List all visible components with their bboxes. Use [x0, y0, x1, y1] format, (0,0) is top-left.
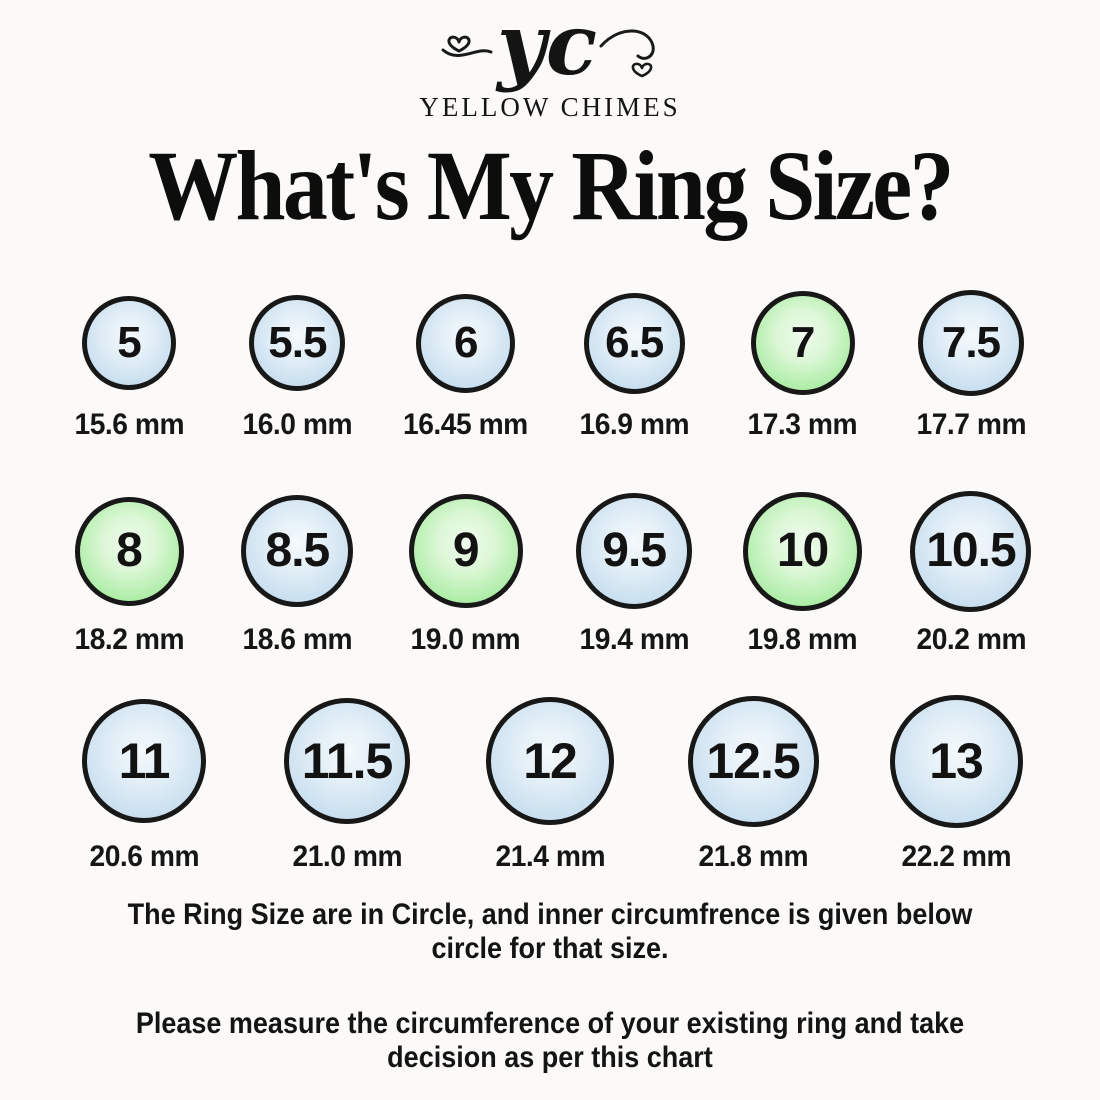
ring-circumference-label: 18.6 mm — [242, 623, 353, 656]
ring-circumference-label: 21.4 mm — [495, 840, 605, 873]
ring-size-item: 10.5 20.2 mm — [892, 488, 1050, 657]
brand-monogram: yc — [495, 2, 597, 94]
ring-size-number: 7 — [790, 318, 816, 367]
brand-header: yc YELLOW CHIMES — [0, 0, 1100, 123]
ring-size-item: 11.5 21.0 mm — [253, 691, 441, 874]
ring-size-number: 11.5 — [301, 733, 394, 789]
ring-size-grid: 5 15.6 mm 5.5 16.0 mm 6 16.45 mm 6.5 16.9 mm 7 17… — [50, 287, 1050, 874]
ring-circumference-label: 17.7 mm — [916, 408, 1026, 441]
ring-circumference-label: 19.8 mm — [747, 623, 858, 656]
ring-size-number: 6 — [454, 318, 479, 367]
page-title: What's My Ring Size? — [148, 130, 954, 241]
left-swash-icon — [441, 48, 493, 57]
ring-size-item: 10 19.8 mm — [724, 488, 882, 657]
ring-circumference-label: 19.4 mm — [579, 623, 689, 656]
ring-circumference-label: 17.3 mm — [747, 408, 858, 441]
brand-name: YELLOW CHIMES — [419, 92, 681, 122]
note-circle-explanation: The Ring Size are in Circle, and inner c… — [127, 898, 973, 965]
ring-size-number: 7.5 — [941, 318, 1001, 367]
ring-circle: 11 — [82, 699, 206, 823]
ring-size-number: 12.5 — [706, 733, 800, 789]
ring-size-item: 7.5 17.7 mm — [892, 287, 1050, 442]
ring-row: 5 15.6 mm 5.5 16.0 mm 6 16.45 mm 6.5 16.9 mm 7 17… — [50, 287, 1050, 442]
ring-size-number: 8 — [116, 524, 143, 577]
ring-size-item: 11 20.6 mm — [50, 691, 238, 874]
ring-circumference-label: 22.2 mm — [901, 840, 1011, 873]
ring-size-number: 5 — [117, 318, 142, 367]
right-swash-icon — [599, 29, 655, 60]
ring-circle: 9.5 — [576, 493, 693, 609]
ring-circle: 9 — [408, 494, 523, 608]
note-measure-instruction: Please measure the circumference of your… — [135, 1007, 965, 1074]
ring-size-number: 11 — [118, 733, 171, 789]
ring-circumference-label: 16.45 mm — [403, 408, 529, 441]
ring-size-number: 5.5 — [268, 318, 327, 367]
ring-row: 11 20.6 mm 11.5 21.0 mm 12 21.4 mm 12.5 21.8 mm… — [50, 691, 1050, 874]
ring-size-number: 9.5 — [602, 524, 667, 577]
ring-circle: 12 — [486, 697, 614, 825]
left-heart-icon — [447, 35, 471, 53]
ring-size-item: 12 21.4 mm — [456, 691, 644, 874]
ring-circle: 5 — [82, 296, 176, 390]
ring-circumference-label: 16.9 mm — [579, 408, 689, 441]
ring-circumference-label: 21.0 mm — [292, 840, 402, 873]
ring-circle: 5.5 — [249, 295, 346, 391]
ring-size-item: 5.5 16.0 mm — [218, 287, 376, 442]
ring-circle: 8 — [74, 496, 184, 606]
ring-row: 8 18.2 mm 8.5 18.6 mm 9 19.0 mm 9.5 19.4 mm 10 19… — [50, 488, 1050, 657]
ring-size-item: 12.5 21.8 mm — [659, 691, 847, 874]
ring-size-item: 5 15.6 mm — [50, 287, 208, 442]
ring-circle: 11.5 — [284, 698, 410, 824]
ring-circumference-label: 18.2 mm — [74, 623, 184, 656]
ring-size-number: 10.5 — [926, 524, 1016, 577]
ring-circumference-label: 20.2 mm — [916, 623, 1026, 656]
right-heart-icon — [631, 62, 653, 78]
ring-size-number: 10 — [776, 524, 829, 577]
ring-size-item: 9.5 19.4 mm — [555, 488, 713, 657]
ring-size-number: 6.5 — [605, 318, 664, 367]
ring-circle: 12.5 — [687, 695, 819, 827]
ring-circle: 10.5 — [910, 490, 1032, 612]
ring-circumference-label: 21.8 mm — [698, 840, 808, 873]
ring-size-item: 13 22.2 mm — [862, 691, 1050, 874]
ring-circle: 7 — [750, 291, 855, 395]
ring-circumference-label: 20.6 mm — [89, 840, 199, 873]
ring-circumference-label: 15.6 mm — [74, 408, 184, 441]
ring-size-number: 13 — [929, 733, 984, 789]
ring-circle: 6 — [416, 293, 516, 393]
brand-logo: yc — [441, 2, 655, 94]
ring-size-number: 12 — [523, 733, 578, 789]
ring-circumference-label: 19.0 mm — [410, 623, 521, 656]
ring-size-item: 9 19.0 mm — [387, 488, 545, 657]
ring-circle: 7.5 — [917, 290, 1024, 396]
ring-circle: 10 — [743, 491, 863, 611]
ring-size-number: 9 — [452, 524, 480, 577]
ring-size-item: 7 17.3 mm — [724, 287, 882, 442]
ring-circle: 6.5 — [583, 292, 685, 394]
ring-circle: 8.5 — [241, 495, 354, 607]
ring-size-item: 6.5 16.9 mm — [555, 287, 713, 442]
ring-size-number: 8.5 — [265, 524, 331, 577]
ring-circumference-label: 16.0 mm — [242, 408, 353, 441]
ring-size-item: 6 16.45 mm — [387, 287, 545, 442]
ring-size-item: 8 18.2 mm — [50, 488, 208, 657]
ring-circle: 13 — [889, 694, 1023, 828]
ring-size-item: 8.5 18.6 mm — [218, 488, 376, 657]
